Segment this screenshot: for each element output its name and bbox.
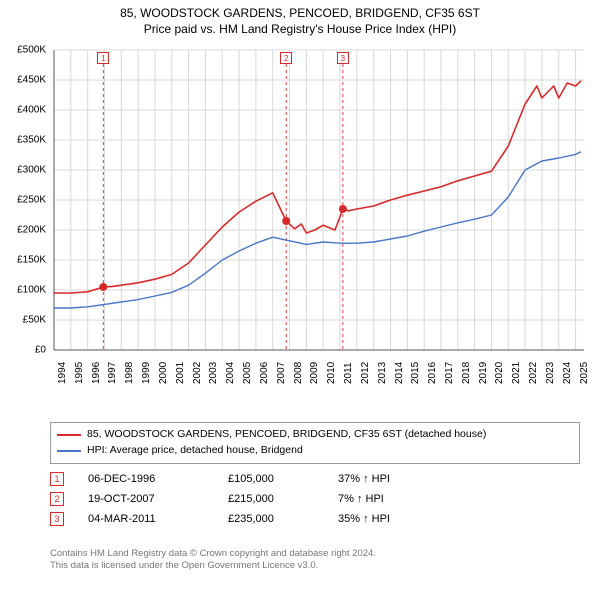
- event-date-1: 06-DEC-1996: [88, 473, 228, 485]
- x-tick-label: 1998: [124, 362, 135, 384]
- y-tick-label: £0: [6, 345, 46, 356]
- x-tick-label: 2002: [192, 362, 203, 384]
- event-marker-3: 3: [50, 512, 64, 526]
- x-tick-label: 1999: [141, 362, 152, 384]
- event-date-3: 04-MAR-2011: [88, 513, 228, 525]
- x-tick-label: 2023: [545, 362, 556, 384]
- y-tick-label: £350K: [6, 135, 46, 146]
- x-tick-label: 2008: [293, 362, 304, 384]
- event-marker-2: 2: [50, 492, 64, 506]
- x-tick-label: 2004: [225, 362, 236, 384]
- y-tick-label: £400K: [6, 105, 46, 116]
- legend-label-hpi: HPI: Average price, detached house, Brid…: [87, 443, 303, 459]
- x-tick-label: 2005: [242, 362, 253, 384]
- x-tick-label: 2024: [562, 362, 573, 384]
- chart-svg: [6, 44, 594, 414]
- x-tick-label: 2000: [158, 362, 169, 384]
- x-tick-label: 1994: [57, 362, 68, 384]
- x-tick-label: 2022: [528, 362, 539, 384]
- x-tick-label: 2020: [494, 362, 505, 384]
- footer-line-1: Contains HM Land Registry data © Crown c…: [50, 548, 376, 560]
- legend-item-hpi: HPI: Average price, detached house, Brid…: [57, 443, 573, 459]
- x-tick-label: 2018: [461, 362, 472, 384]
- event-date-2: 19-OCT-2007: [88, 493, 228, 505]
- y-tick-label: £50K: [6, 315, 46, 326]
- x-tick-label: 2017: [444, 362, 455, 384]
- footer-line-2: This data is licensed under the Open Gov…: [50, 560, 376, 572]
- y-tick-label: £300K: [6, 165, 46, 176]
- x-tick-label: 1996: [91, 362, 102, 384]
- y-tick-label: £250K: [6, 195, 46, 206]
- legend: 85, WOODSTOCK GARDENS, PENCOED, BRIDGEND…: [50, 422, 580, 464]
- event-chart-marker-3: 3: [337, 52, 349, 64]
- legend-swatch-property: [57, 434, 81, 436]
- x-tick-label: 2001: [175, 362, 186, 384]
- event-chart-marker-1: 1: [97, 52, 109, 64]
- title-line-1: 85, WOODSTOCK GARDENS, PENCOED, BRIDGEND…: [0, 6, 600, 22]
- legend-label-property: 85, WOODSTOCK GARDENS, PENCOED, BRIDGEND…: [87, 427, 486, 443]
- event-diff-1: 37% ↑ HPI: [338, 473, 390, 485]
- chart-title: 85, WOODSTOCK GARDENS, PENCOED, BRIDGEND…: [0, 0, 600, 37]
- x-tick-label: 2007: [276, 362, 287, 384]
- x-tick-label: 2016: [427, 362, 438, 384]
- x-tick-label: 2021: [511, 362, 522, 384]
- x-tick-label: 2009: [309, 362, 320, 384]
- event-price-3: £235,000: [228, 513, 338, 525]
- x-tick-label: 2010: [326, 362, 337, 384]
- legend-swatch-hpi: [57, 450, 81, 452]
- x-tick-label: 2013: [377, 362, 388, 384]
- y-tick-label: £150K: [6, 255, 46, 266]
- event-price-1: £105,000: [228, 473, 338, 485]
- events-table: 1 06-DEC-1996 £105,000 37% ↑ HPI 2 19-OC…: [50, 466, 390, 532]
- event-row-2: 2 19-OCT-2007 £215,000 7% ↑ HPI: [50, 492, 390, 506]
- x-tick-label: 2003: [208, 362, 219, 384]
- x-tick-label: 2015: [410, 362, 421, 384]
- x-tick-label: 2011: [343, 362, 354, 384]
- event-diff-2: 7% ↑ HPI: [338, 493, 384, 505]
- event-price-2: £215,000: [228, 493, 338, 505]
- x-tick-label: 1997: [107, 362, 118, 384]
- event-marker-1: 1: [50, 472, 64, 486]
- title-line-2: Price paid vs. HM Land Registry's House …: [0, 22, 600, 38]
- event-row-3: 3 04-MAR-2011 £235,000 35% ↑ HPI: [50, 512, 390, 526]
- y-tick-label: £100K: [6, 285, 46, 296]
- event-diff-3: 35% ↑ HPI: [338, 513, 390, 525]
- y-tick-label: £200K: [6, 225, 46, 236]
- x-tick-label: 2006: [259, 362, 270, 384]
- chart-area: £0 £50K £100K £150K £200K £250K £300K £350K £400…: [6, 44, 594, 414]
- y-tick-label: £450K: [6, 75, 46, 86]
- x-tick-label: 1995: [74, 362, 85, 384]
- x-tick-label: 2019: [478, 362, 489, 384]
- event-row-1: 1 06-DEC-1996 £105,000 37% ↑ HPI: [50, 472, 390, 486]
- footer-attribution: Contains HM Land Registry data © Crown c…: [50, 548, 376, 573]
- event-chart-marker-2: 2: [280, 52, 292, 64]
- x-tick-label: 2025: [579, 362, 590, 384]
- x-tick-label: 2014: [394, 362, 405, 384]
- x-tick-label: 2012: [360, 362, 371, 384]
- y-tick-label: £500K: [6, 45, 46, 56]
- legend-item-property: 85, WOODSTOCK GARDENS, PENCOED, BRIDGEND…: [57, 427, 573, 443]
